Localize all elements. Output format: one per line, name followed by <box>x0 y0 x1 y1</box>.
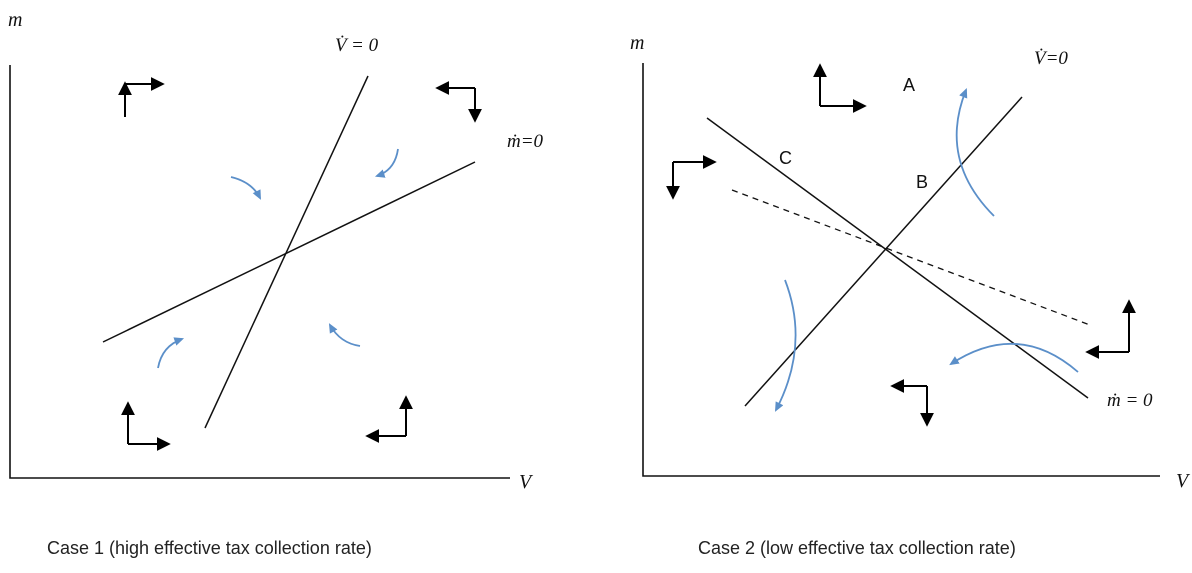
case2-y-axis-label: m <box>630 32 644 54</box>
case2-flow-arrow-upper <box>955 87 995 217</box>
case2-direction-arrow-right <box>1085 299 1136 359</box>
case2-vdot-label: V̇=0 <box>1034 47 1068 69</box>
case1-flow-arrow-upper-left <box>230 176 261 200</box>
case1-direction-arrow-bottom-left <box>121 401 171 451</box>
case2-flow-arrow-lower-left <box>774 279 797 412</box>
case1-direction-arrow-bottom-right <box>365 395 413 443</box>
case1-mdot-zero-line <box>102 161 476 343</box>
case1-flow-arrow-lower-left <box>157 337 185 369</box>
case2-x-axis-label: V <box>1176 470 1191 492</box>
case2-mdot-zero-line <box>706 117 1089 399</box>
case1-flow-arrow-lower-right <box>328 323 361 347</box>
case1-direction-arrow-top-right <box>435 81 482 123</box>
case1-vdot-label: V̇ = 0 <box>335 34 379 56</box>
case1-caption: Case 1 (high effective tax collection ra… <box>47 538 372 558</box>
case1-direction-arrow-top-left <box>118 77 165 117</box>
case2-mdot-label: ṁ = 0 <box>1107 390 1153 411</box>
case1-vdot-zero-line <box>204 75 369 429</box>
case1-flow-arrow-upper-right <box>374 148 399 178</box>
case2-vdot-zero-line <box>744 96 1023 407</box>
case2-point-c-label: C <box>779 148 792 168</box>
case1-mdot-label: ṁ=0 <box>507 131 544 152</box>
case2-direction-arrow-left <box>666 155 717 200</box>
case1-y-axis-label: m <box>8 9 22 31</box>
case2-point-b-label: B <box>916 172 928 192</box>
case2-point-a-label: A <box>903 75 915 95</box>
case1-x-axis-label: V <box>519 471 534 493</box>
case1-diagram: m V V̇ = 0 ṁ=0 <box>8 9 544 493</box>
case2-diagram: m V V̇=0 ṁ = 0 A B C <box>630 32 1191 492</box>
case2-axes <box>642 63 1160 477</box>
case2-dashed-line <box>731 189 1091 326</box>
case1-axes <box>9 65 510 479</box>
case2-flow-arrow-lower-right <box>949 342 1079 373</box>
case2-caption: Case 2 (low effective tax collection rat… <box>698 538 1016 558</box>
case2-direction-arrow-bottom <box>890 379 934 427</box>
case2-direction-arrow-top-a <box>813 63 867 113</box>
